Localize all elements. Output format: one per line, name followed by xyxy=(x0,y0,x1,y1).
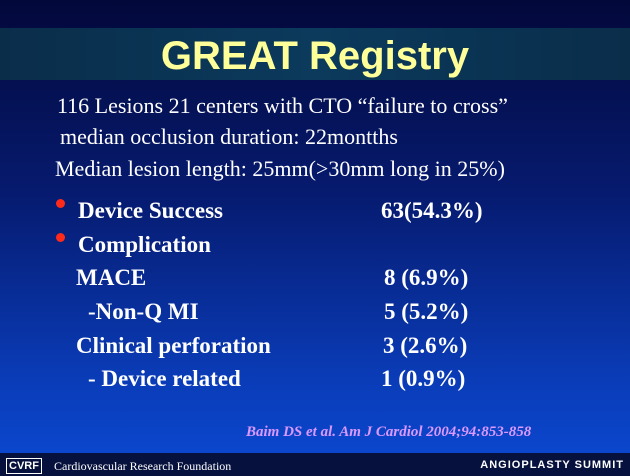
intro-line: median occlusion duration: 22montths xyxy=(60,124,398,149)
item-value: 3 (2.6%) xyxy=(383,333,468,358)
slide-title: GREAT Registry xyxy=(160,34,470,78)
bullet-dot xyxy=(56,233,65,242)
title-band xyxy=(0,28,630,80)
citation: Baim DS et al. Am J Cardiol 2004;94:853-… xyxy=(246,424,532,440)
bullet-dot xyxy=(56,199,65,208)
footer-organization: Cardiovascular Research Foundation xyxy=(54,459,232,473)
item-label: Clinical perforation xyxy=(76,333,271,358)
item-value: 5 (5.2%) xyxy=(384,299,469,324)
item-label: Device Success xyxy=(78,198,223,223)
footer-event: ANGIOPLASTY SUMMIT xyxy=(480,459,624,471)
item-value: 1 (0.9%) xyxy=(381,366,466,391)
item-value: 8 (6.9%) xyxy=(384,265,469,290)
footer-bar xyxy=(0,453,630,476)
intro-line: 116 Lesions 21 centers with CTO “failure… xyxy=(57,93,508,118)
item-label: - Device related xyxy=(88,366,241,391)
item-label: Complication xyxy=(78,232,211,257)
item-value: 63(54.3%) xyxy=(381,198,483,223)
intro-line: Median lesion length: 25mm(>30mm long in… xyxy=(55,156,505,181)
item-label: -Non-Q MI xyxy=(88,299,199,324)
item-label: MACE xyxy=(76,265,147,290)
footer-logo: CVRF xyxy=(6,458,42,474)
